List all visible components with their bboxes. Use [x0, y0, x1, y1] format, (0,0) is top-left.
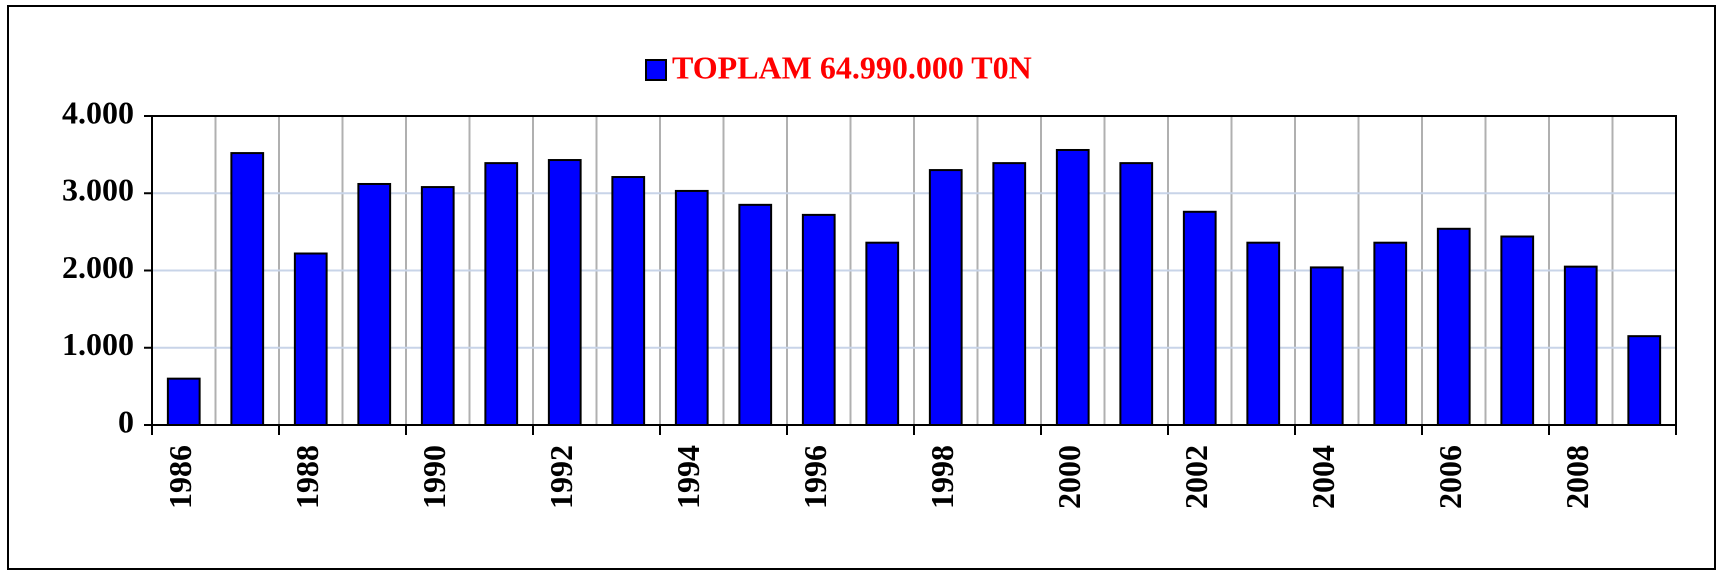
bar [1500, 235, 1535, 426]
bar [801, 213, 836, 426]
bar [547, 159, 582, 426]
x-tick-label: 2004 [1305, 445, 1341, 509]
bar [1309, 266, 1344, 426]
bar [1119, 162, 1154, 426]
bar [230, 152, 265, 427]
x-tick-label: 1992 [543, 445, 579, 509]
y-tick-label: 1.000 [62, 326, 134, 362]
y-tick-label: 0 [118, 403, 134, 439]
bar [1055, 148, 1090, 427]
x-tick-label: 2000 [1051, 445, 1087, 509]
x-tick-label: 2002 [1178, 445, 1214, 509]
legend-swatch [645, 59, 667, 81]
bar [611, 176, 646, 426]
bar [674, 189, 709, 426]
bar [1246, 241, 1281, 426]
x-tick-label: 2006 [1432, 445, 1468, 509]
bar [738, 203, 773, 426]
bar [166, 377, 201, 426]
bar [865, 241, 900, 426]
x-tick-label: 1986 [162, 445, 198, 509]
x-tick-label: 1996 [797, 445, 833, 509]
y-tick-label: 3.000 [62, 172, 134, 208]
bar [1182, 210, 1217, 426]
y-tick-label: 2.000 [62, 249, 134, 285]
bar [928, 169, 963, 426]
bar [1563, 265, 1598, 427]
bar [293, 252, 328, 426]
plot-frame [151, 115, 1677, 426]
bar [420, 186, 455, 426]
x-tick-label: 1998 [924, 445, 960, 509]
x-tick-label: 1990 [416, 445, 452, 509]
x-tick-label: 1988 [289, 445, 325, 509]
bar [992, 162, 1027, 426]
x-tick-label: 2008 [1559, 445, 1595, 509]
legend-label: TOPLAM 64.990.000 T0N [672, 49, 1032, 85]
bar [357, 182, 392, 426]
bar [1436, 227, 1471, 426]
bar [484, 162, 519, 426]
bar [1627, 335, 1662, 427]
y-tick-label: 4.000 [62, 94, 134, 130]
x-tick-label: 1994 [670, 445, 706, 509]
bar [1373, 241, 1408, 426]
